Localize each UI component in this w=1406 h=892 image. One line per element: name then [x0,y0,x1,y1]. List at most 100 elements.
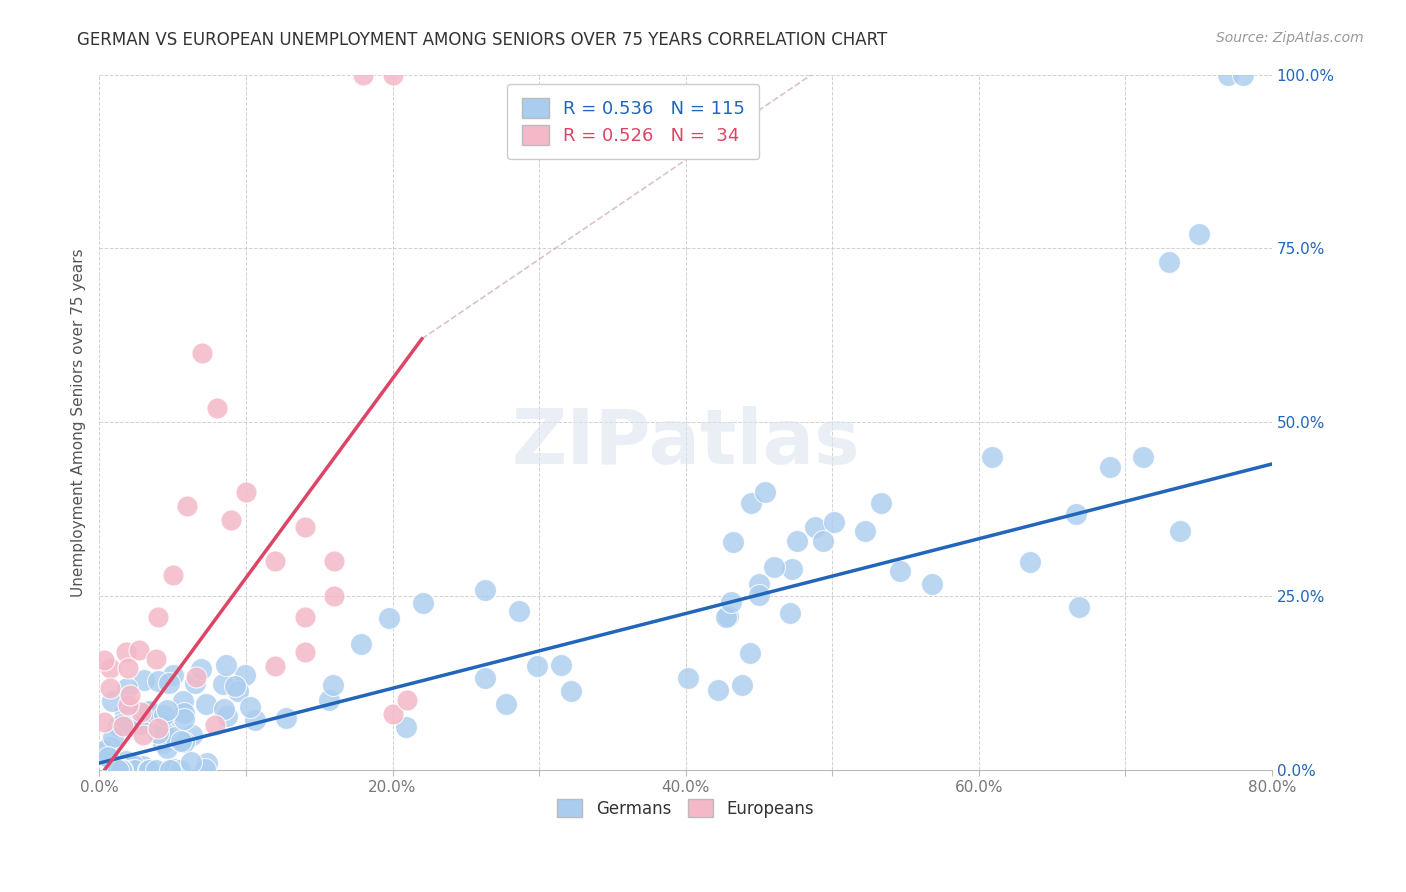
Point [132,728,155,742]
Point [184,676,207,690]
Point [1159,255,1181,269]
Point [323,589,346,603]
Point [124,763,146,777]
Point [212,702,235,716]
Point [396,693,419,707]
Point [101,694,124,708]
Point [115,644,138,658]
Point [191,345,214,359]
Point [129,705,152,719]
Point [1216,68,1239,82]
Point [786,533,808,548]
Point [173,735,195,749]
Point [157,676,180,690]
Point [1019,555,1042,569]
Point [318,692,340,706]
Point [138,763,160,777]
Point [115,681,138,695]
Point [111,763,134,777]
Point [148,673,170,688]
Point [748,588,770,602]
Point [754,484,776,499]
Point [186,670,208,684]
Point [115,763,138,777]
Point [110,763,132,777]
Point [148,725,170,739]
Point [132,710,155,724]
Point [173,706,195,720]
Point [921,576,943,591]
Point [803,519,825,533]
Point [153,719,176,733]
Point [118,688,141,702]
Point [350,637,373,651]
Point [224,679,246,693]
Point [1232,68,1254,82]
Point [1168,524,1191,539]
Point [107,763,129,777]
Point [226,683,249,698]
Point [117,719,139,733]
Point [235,484,257,499]
Point [1132,450,1154,464]
Point [153,726,176,740]
Point [1098,459,1121,474]
Point [172,694,194,708]
Point [214,657,236,672]
Point [740,646,762,660]
Point [1064,508,1087,522]
Point [274,711,297,725]
Point [204,718,226,732]
Point [748,577,770,591]
Point [823,515,845,529]
Point [132,759,155,773]
Point [212,677,235,691]
Point [377,611,399,625]
Point [132,673,155,687]
Point [162,568,184,582]
Point [128,643,150,657]
Point [195,756,218,771]
Point [721,535,744,549]
Point [122,763,145,777]
Point [163,731,186,745]
Point [205,401,228,416]
Point [195,697,218,711]
Point [162,668,184,682]
Point [181,728,204,742]
Point [706,682,728,697]
Point [136,763,159,777]
Point [98,739,121,754]
Point [114,705,136,719]
Point [194,762,217,776]
Text: ZIPatlas: ZIPatlas [512,406,860,480]
Point [190,663,212,677]
Point [180,755,202,769]
Point [381,68,404,82]
Point [731,678,754,692]
Point [117,661,139,675]
Point [474,583,496,598]
Point [412,596,434,610]
Point [117,698,139,713]
Point [157,763,180,777]
Point [233,668,256,682]
Point [170,734,193,748]
Point [720,595,742,609]
Point [221,513,243,527]
Point [780,562,803,576]
Point [526,658,548,673]
Point [111,717,134,731]
Point [159,763,181,777]
Point [138,704,160,718]
Point [560,684,582,698]
Point [173,712,195,726]
Point [169,763,191,777]
Point [111,763,134,777]
Point [294,519,316,533]
Point [146,721,169,735]
Point [811,533,834,548]
Point [294,645,316,659]
Point [294,610,316,624]
Point [381,707,404,722]
